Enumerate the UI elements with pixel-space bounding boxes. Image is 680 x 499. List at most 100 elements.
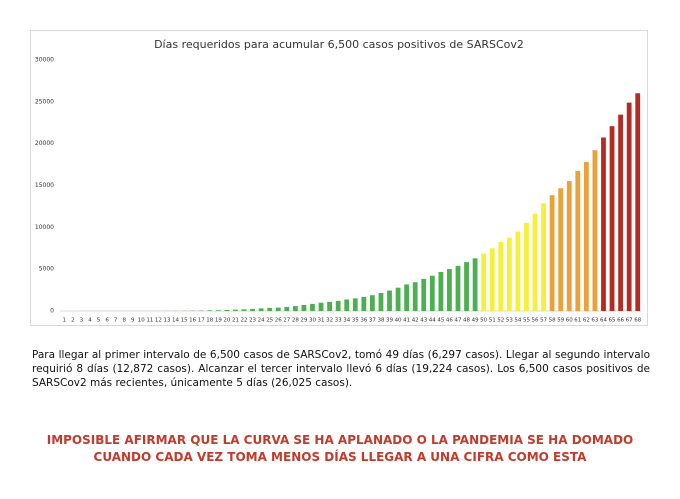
x-tick-label: 43 [420, 318, 427, 324]
bar [489, 248, 495, 311]
bar [318, 302, 324, 311]
x-tick-label: 27 [283, 318, 290, 324]
bar [327, 301, 332, 311]
bar [404, 284, 410, 311]
x-tick-label: 48 [463, 318, 470, 324]
x-tick-label: 11 [146, 318, 153, 324]
bar [429, 275, 435, 311]
bar [412, 282, 418, 311]
x-tick-label: 28 [292, 318, 299, 324]
x-tick-label: 36 [360, 318, 367, 324]
x-tick-label: 40 [395, 318, 402, 324]
x-tick-label: 10 [138, 318, 145, 324]
x-tick-label: 16 [189, 318, 196, 324]
x-tick-label: 15 [181, 318, 188, 324]
x-tick-label: 20 [223, 318, 230, 324]
x-tick-label: 4 [88, 318, 92, 324]
x-tick-label: 41 [403, 318, 410, 324]
bar [601, 137, 606, 311]
bar [421, 278, 427, 311]
bar [370, 295, 375, 311]
bar [267, 307, 273, 311]
bar [626, 102, 632, 311]
bar [498, 241, 504, 311]
bar [455, 265, 461, 311]
x-tick-label: 46 [446, 318, 453, 324]
x-tick-label: 42 [412, 318, 419, 324]
bar [284, 307, 290, 311]
x-tick-label: 55 [523, 318, 530, 324]
bar [275, 307, 281, 311]
x-tick-label: 2 [71, 318, 75, 324]
x-tick-label: 68 [634, 318, 641, 324]
warning: IMPOSIBLE AFIRMAR QUE LA CURVA SE HA APL… [20, 432, 660, 466]
bar [464, 262, 469, 311]
x-tick-label: 34 [343, 318, 350, 324]
y-tick-label: 0 [50, 308, 54, 315]
bar [447, 269, 452, 311]
chart-title: Días requeridos para acumular 6,500 caso… [154, 38, 524, 51]
bar [241, 309, 247, 311]
y-tick-label: 5000 [39, 266, 54, 273]
x-tick-label: 6 [105, 318, 109, 324]
paragraph: Para llegar al primer intervalo de 6,500… [32, 349, 650, 389]
bar [361, 296, 367, 311]
x-tick-label: 33 [335, 318, 342, 324]
chart-frame [30, 30, 648, 326]
x-tick-label: 63 [591, 318, 598, 324]
x-tick-label: 23 [249, 318, 256, 324]
x-tick-label: 7 [114, 318, 118, 324]
bar [481, 253, 487, 311]
x-tick-label: 47 [454, 318, 461, 324]
bar [549, 195, 555, 311]
bar [515, 231, 521, 311]
bar [558, 188, 564, 311]
bar [524, 222, 529, 311]
x-tick-label: 30 [309, 318, 316, 324]
bar [258, 308, 264, 311]
x-tick-label: 21 [232, 318, 239, 324]
x-tick-label: 24 [258, 318, 265, 324]
bar [583, 162, 589, 311]
x-tick-label: 62 [583, 318, 590, 324]
bar [224, 310, 230, 311]
x-tick-label: 18 [206, 318, 213, 324]
bar [472, 258, 478, 311]
bar [532, 213, 538, 311]
x-tick-label: 13 [163, 318, 170, 324]
x-tick-label: 38 [377, 318, 384, 324]
bar [566, 181, 572, 311]
x-tick-label: 60 [566, 318, 573, 324]
bar [207, 310, 213, 311]
x-tick-label: 3 [80, 318, 84, 324]
x-tick-label: 58 [549, 318, 556, 324]
bar [378, 293, 384, 311]
bar [635, 93, 641, 311]
x-tick-label: 66 [617, 318, 624, 324]
y-tick-label: 10000 [35, 224, 54, 231]
x-tick-label: 52 [497, 318, 504, 324]
bar [395, 287, 401, 311]
bar [592, 150, 598, 311]
x-tick-label: 8 [122, 318, 126, 324]
warning-line: CUANDO CADA VEZ TOMA MENOS DÍAS LLEGAR A… [93, 450, 587, 464]
bar [506, 237, 512, 311]
x-tick-label: 65 [609, 318, 616, 324]
y-tick-label: 15000 [35, 182, 54, 189]
bar [575, 170, 581, 311]
bar [233, 309, 238, 311]
x-tick-label: 12 [155, 318, 162, 324]
x-tick-label: 1 [63, 318, 67, 324]
x-tick-label: 50 [480, 318, 487, 324]
x-tick-label: 57 [540, 318, 547, 324]
x-tick-label: 54 [514, 318, 521, 324]
bar [609, 126, 615, 311]
bar [310, 303, 315, 311]
x-tick-label: 19 [215, 318, 222, 324]
bar [301, 305, 307, 311]
x-tick-label: 37 [369, 318, 376, 324]
x-tick-label: 25 [266, 318, 273, 324]
bar [215, 310, 221, 311]
x-tick-label: 53 [506, 318, 513, 324]
